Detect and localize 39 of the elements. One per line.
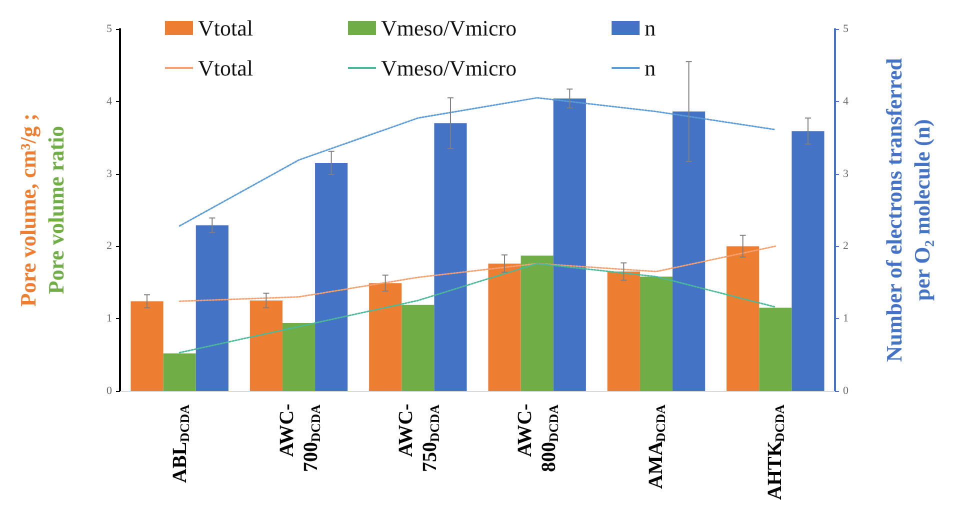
- bar: [282, 322, 316, 391]
- line-series: [178, 262, 776, 354]
- y-tick-label: 3: [106, 168, 112, 180]
- y2-tick-label: 3: [843, 168, 849, 180]
- bar: [488, 264, 521, 391]
- legend-label: n: [644, 16, 656, 40]
- y-tick-label: 0: [106, 385, 112, 397]
- y-tick-label: 1: [106, 312, 112, 325]
- line-series: [178, 245, 776, 302]
- bar: [315, 162, 348, 391]
- y-axis-title: Pore volume, cm³/g ; Pore volume ratio: [16, 113, 68, 307]
- bar: [726, 246, 760, 391]
- line-series: [178, 97, 776, 227]
- bar: [250, 300, 282, 391]
- y2-axis-title: Number of electrons transferred per O₂ molecule (n): [882, 58, 934, 362]
- y2-tick-label: 2: [843, 240, 848, 252]
- y-tick-label: 5: [106, 23, 112, 35]
- legend-label: Vtotal: [198, 56, 253, 80]
- bar: [196, 225, 228, 391]
- y2-tick-label: 0: [843, 385, 849, 397]
- y2-tick-label: 1: [843, 312, 848, 325]
- legend-label: Vtotal: [198, 16, 253, 40]
- legend-label: Vmeso/Vmicro: [380, 56, 517, 80]
- bar: [130, 301, 164, 391]
- y-tick-label: 4: [106, 95, 112, 108]
- bar: [369, 283, 402, 391]
- y2-tick-label: 4: [843, 95, 849, 108]
- bar: [434, 123, 467, 391]
- bar: [607, 272, 640, 391]
- bar: [163, 353, 196, 391]
- bar: [792, 131, 824, 391]
- legend-label: Vmeso/Vmicro: [380, 16, 517, 40]
- bar: [672, 112, 706, 391]
- bar: [553, 98, 586, 391]
- bar: [759, 308, 792, 391]
- bar: [402, 304, 434, 391]
- y2-tick-label: 5: [843, 23, 849, 35]
- y-tick-label: 2: [106, 240, 112, 252]
- legend-label: n: [644, 56, 656, 80]
